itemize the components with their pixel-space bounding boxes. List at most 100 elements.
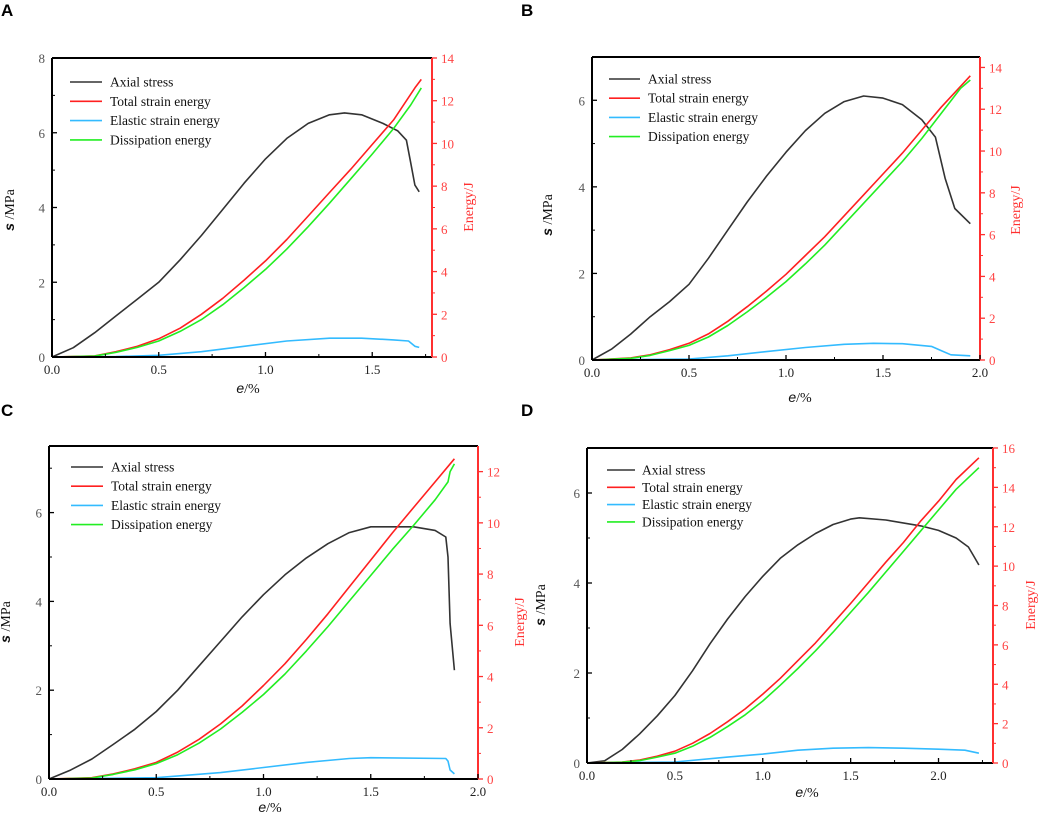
y2-tick-label: 14 bbox=[441, 51, 455, 66]
y-tick-label: 2 bbox=[579, 266, 586, 281]
y-tick-label: 4 bbox=[574, 576, 581, 591]
x-tick-label: 1.5 bbox=[875, 365, 891, 380]
legend-label: Dissipation energy bbox=[648, 129, 750, 144]
y-tick-label: 6 bbox=[36, 506, 43, 521]
x-label-unit: /% bbox=[266, 801, 282, 816]
y-tick-label: 4 bbox=[39, 201, 46, 216]
y-label-symbol: s bbox=[539, 228, 555, 236]
x-tick-label: 0.5 bbox=[148, 784, 164, 799]
x-tick-label: 1.0 bbox=[755, 768, 771, 783]
x-tick-label: 2.0 bbox=[470, 784, 486, 799]
y-tick-label: 0 bbox=[36, 772, 43, 787]
x-tick-label: 0.5 bbox=[667, 768, 683, 783]
series-dissipation-energy bbox=[586, 467, 980, 764]
legend-label: Total strain energy bbox=[642, 480, 743, 495]
y2-tick-label: 6 bbox=[989, 228, 996, 243]
y-label-unit: /MPa bbox=[0, 600, 14, 635]
y2-tick-label: 6 bbox=[441, 222, 448, 237]
x-tick-label: 1.5 bbox=[364, 362, 380, 377]
y2-tick-label: 0 bbox=[989, 353, 996, 368]
y-tick-label: 0 bbox=[574, 756, 581, 771]
y-axis-label: s /MPa bbox=[0, 600, 14, 642]
y-tick-label: 0 bbox=[39, 350, 46, 365]
y-label-unit: /MPa bbox=[541, 193, 556, 228]
y2-tick-label: 0 bbox=[1002, 756, 1009, 771]
legend-label: Elastic strain energy bbox=[111, 498, 221, 513]
panel-c: C0.00.51.01.52.00246024681012s /MPaEnerg… bbox=[0, 401, 528, 816]
legend-label: Axial stress bbox=[110, 75, 173, 90]
series-elastic-strain-energy bbox=[51, 337, 420, 358]
y-tick-label: 6 bbox=[579, 93, 586, 108]
legend-label: Axial stress bbox=[642, 463, 705, 478]
panel-label: A bbox=[1, 1, 13, 20]
legend-label: Total strain energy bbox=[111, 479, 212, 494]
y-label-symbol: s bbox=[532, 618, 548, 626]
series-total-strain-energy bbox=[591, 75, 971, 361]
y-label-unit: /MPa bbox=[534, 583, 549, 618]
x-tick-label: 0.0 bbox=[44, 362, 60, 377]
series-axial-stress bbox=[586, 517, 980, 764]
x-tick-label: 0.0 bbox=[584, 365, 600, 380]
y2-tick-label: 6 bbox=[487, 618, 494, 633]
x-tick-label: 0.5 bbox=[681, 365, 697, 380]
y2-axis-label: Energy/J bbox=[1024, 580, 1039, 630]
x-tick-label: 1.0 bbox=[257, 362, 273, 377]
legend: Axial stress Total strain energy Elastic s… bbox=[70, 75, 220, 147]
y-axis-label: s /MPa bbox=[539, 193, 556, 235]
y2-tick-label: 14 bbox=[1002, 480, 1016, 495]
y2-tick-label: 8 bbox=[1002, 599, 1009, 614]
y2-tick-label: 10 bbox=[487, 516, 500, 531]
y2-tick-label: 10 bbox=[441, 136, 454, 151]
y-tick-label: 0 bbox=[579, 353, 586, 368]
y-tick-label: 6 bbox=[574, 486, 581, 501]
x-tick-label: 0.0 bbox=[579, 768, 595, 783]
y2-tick-label: 16 bbox=[1002, 441, 1016, 456]
y2-tick-label: 2 bbox=[441, 307, 448, 322]
y2-tick-label: 10 bbox=[1002, 559, 1015, 574]
y2-axis-label: Energy/J bbox=[1009, 185, 1024, 235]
series-axial-stress bbox=[48, 526, 456, 780]
x-axis-label: e/% bbox=[795, 784, 819, 801]
y2-tick-label: 12 bbox=[1002, 520, 1015, 535]
series-axial-stress bbox=[51, 112, 420, 358]
y-label-symbol: s bbox=[1, 223, 17, 231]
x-label-symbol: e bbox=[236, 380, 244, 396]
x-label-symbol: e bbox=[258, 799, 266, 815]
series-total-strain-energy bbox=[586, 457, 980, 764]
series-dissipation-energy bbox=[48, 463, 456, 780]
y2-tick-label: 4 bbox=[441, 265, 448, 280]
legend-label: Total strain energy bbox=[110, 94, 211, 109]
y-axis-label: s /MPa bbox=[532, 583, 549, 625]
legend-label: Total strain energy bbox=[648, 91, 749, 106]
y-label-symbol: s bbox=[0, 635, 13, 643]
y2-tick-label: 4 bbox=[487, 670, 494, 685]
y2-tick-label: 14 bbox=[989, 60, 1003, 75]
series-elastic-strain-energy bbox=[586, 746, 980, 764]
x-label-unit: /% bbox=[803, 786, 819, 801]
series-total-strain-energy bbox=[48, 458, 456, 780]
x-label-unit: /% bbox=[244, 382, 260, 397]
x-tick-label: 0.0 bbox=[41, 784, 57, 799]
x-label-symbol: e bbox=[788, 389, 796, 405]
panel-d: D 0.0 0.5 1.0 1.5 2.0 0 2 4 6 0 2 4 6 8 10 12 14 16 s /MPa E… bbox=[521, 401, 1039, 801]
y2-tick-label: 0 bbox=[487, 772, 494, 787]
panel-label: C bbox=[1, 401, 13, 420]
y2-tick-label: 2 bbox=[487, 721, 494, 736]
x-tick-label: 2.0 bbox=[972, 365, 988, 380]
x-tick-label: 1.5 bbox=[843, 768, 859, 783]
y2-tick-label: 0 bbox=[441, 350, 448, 365]
x-label-symbol: e bbox=[795, 784, 803, 800]
y2-tick-label: 4 bbox=[989, 269, 996, 284]
y2-tick-label: 10 bbox=[989, 144, 1002, 159]
legend-label: Axial stress bbox=[111, 460, 174, 475]
x-tick-label: 2.0 bbox=[930, 768, 946, 783]
y2-tick-label: 8 bbox=[441, 179, 448, 194]
legend-label: Elastic strain energy bbox=[648, 110, 758, 125]
legend: Axial stress Total strain energy Elastic s… bbox=[71, 460, 221, 532]
y-tick-label: 2 bbox=[36, 683, 43, 698]
legend-label: Dissipation energy bbox=[111, 517, 213, 532]
legend-label: Axial stress bbox=[648, 72, 711, 87]
y-tick-label: 4 bbox=[579, 180, 586, 195]
